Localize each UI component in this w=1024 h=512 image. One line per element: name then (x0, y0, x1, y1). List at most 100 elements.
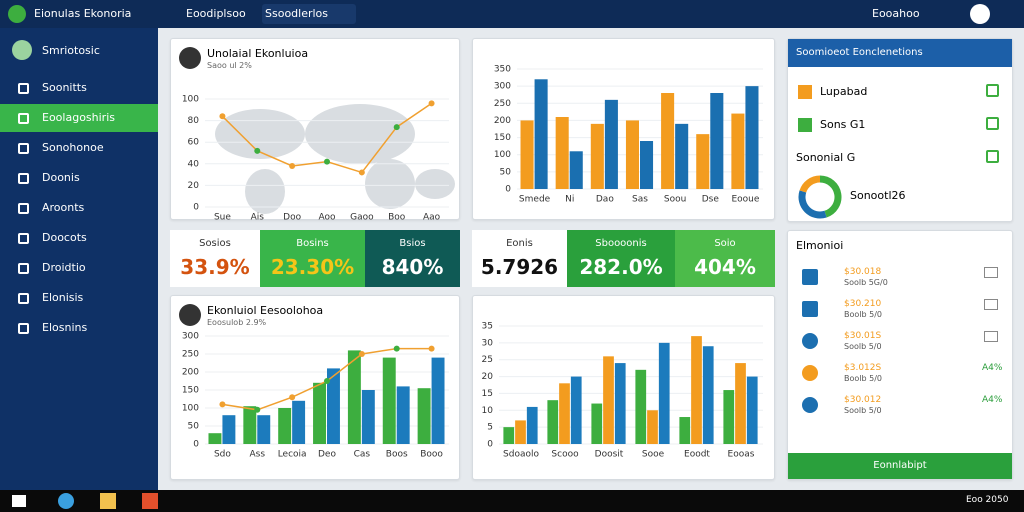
item-action[interactable] (986, 84, 999, 97)
bar (257, 415, 271, 444)
kpi-value: 23.30% (270, 255, 355, 279)
app-icon[interactable] (100, 493, 116, 509)
chart: 0 20 40 60 80 100 Sue Ais Doo Aoo Gaoo Boo Aao (182, 95, 455, 222)
x-tick-label: Scooo (551, 450, 579, 460)
avatar[interactable] (970, 4, 990, 24)
bar (735, 363, 746, 444)
app-icon[interactable] (58, 493, 74, 509)
x-tick-label: Sooe (642, 450, 665, 460)
panel-header: Soomioeot Eonclenetions (788, 39, 1012, 67)
chart-subtitle: Eoosulob 2.9% (207, 318, 267, 327)
y-tick-label: 15 (482, 389, 493, 399)
nav-item[interactable]: Aroonts (0, 194, 158, 222)
nav-item[interactable]: Elonisis (0, 284, 158, 312)
bar (396, 386, 410, 444)
bar (431, 357, 445, 444)
nav-item[interactable]: Doocots (0, 224, 158, 252)
bar (547, 400, 559, 444)
x-tick-label: Dse (702, 195, 720, 205)
y-tick-label: 50 (500, 167, 512, 177)
bar (702, 346, 714, 444)
card-icon (179, 47, 201, 69)
user-name[interactable]: Eooahoo (872, 7, 920, 20)
x-tick-label: Eooas (728, 450, 755, 460)
nav-item[interactable]: Droidtio (0, 254, 158, 282)
bar (675, 123, 689, 189)
bar (361, 390, 375, 444)
list-value: $30.012 (844, 395, 882, 405)
app-icon[interactable] (142, 493, 158, 509)
bar (591, 403, 603, 444)
nav-icon (18, 323, 29, 334)
kpi: Soio 404% (675, 230, 775, 287)
panel-item[interactable]: Sononial G (796, 151, 856, 164)
start-icon[interactable] (12, 495, 26, 507)
y-tick-label: 0 (193, 440, 199, 450)
bar (635, 369, 647, 444)
list-tag: A4% (982, 363, 1003, 373)
donut-slice (798, 190, 827, 219)
bar (723, 390, 735, 444)
panel-item[interactable]: Sons G1 (820, 118, 866, 131)
line-point (393, 124, 400, 131)
chart-subtitle: Saoo ul 2% (207, 61, 252, 70)
y-tick-label: 50 (188, 422, 200, 432)
line-point (254, 147, 261, 154)
bar (503, 427, 515, 444)
bar (292, 400, 306, 444)
y-tick-label: 0 (193, 203, 199, 213)
list-title: Elmonioi (796, 239, 844, 252)
kpi-label: Eonis (506, 238, 533, 249)
nav-item[interactable]: Eoolagoshiris (0, 104, 158, 132)
nav-item[interactable]: Elosnins (0, 314, 158, 342)
bar (661, 93, 675, 189)
nav-icon (18, 113, 29, 124)
y-tick-label: 35 (482, 322, 493, 332)
chart-title: Ekonluiol Eesoolohoa (207, 304, 324, 317)
y-tick-label: 30 (482, 338, 494, 348)
line-point (324, 378, 330, 384)
x-tick-label: Lecoia (278, 450, 307, 460)
list-action[interactable] (984, 299, 998, 310)
x-tick-label: Doo (283, 213, 301, 222)
bar (691, 336, 702, 444)
bar (555, 117, 569, 189)
y-tick-label: 250 (494, 99, 511, 109)
list-icon (802, 333, 818, 349)
map-shape (305, 104, 415, 164)
bar (520, 120, 534, 189)
list-value: $30.210 (844, 299, 882, 309)
list-action[interactable] (984, 331, 998, 342)
nav-item[interactable]: Sonohonoe (0, 134, 158, 162)
kpi-value: 5.7926 (480, 255, 559, 279)
list-icon (802, 397, 818, 413)
bar-card: 0 5 10 15 20 25 30 35 Sdoaolo Scooo Doosit Sooe Eood… (472, 295, 775, 480)
bar (222, 415, 236, 444)
list-action[interactable] (984, 267, 998, 278)
nav-item[interactable]: Soonitts (0, 74, 158, 102)
item-action[interactable] (986, 150, 999, 163)
item-action[interactable] (986, 117, 999, 130)
action-button[interactable]: Eonnlabipt (788, 453, 1012, 479)
kpi-value: 404% (694, 255, 756, 279)
x-tick-label: Sdo (214, 450, 231, 460)
x-tick-label: Boo (388, 213, 406, 222)
kpi-label: Bosins (296, 238, 329, 249)
list-panel: Elmonioi $30.018 Soolb 5G/0 $30.210 Boolb 5/… (787, 230, 1013, 480)
nav-item[interactable]: Doonis (0, 164, 158, 192)
bar (382, 357, 396, 444)
search[interactable]: Eoodiplsoo (186, 7, 246, 20)
app-logo (8, 5, 26, 23)
y-tick-label: 80 (188, 116, 200, 126)
chart: 0 50 100 150 200 250 300 350 Smede Ni Dao Sas Soou Ds… (494, 65, 763, 205)
list-sub: Soolb 5/0 (844, 342, 882, 351)
map-shape (415, 169, 455, 199)
filter[interactable]: Ssoodlerlos (262, 4, 356, 24)
map-card: Unolaial Ekonluioa Saoo ul 2% 0 20 40 60 80 100… (170, 38, 460, 222)
x-tick-label: Boos (386, 450, 408, 460)
x-tick-label: Ni (565, 195, 574, 205)
bar (417, 388, 431, 444)
list-value: $30.01S (844, 331, 882, 341)
bar (603, 356, 614, 444)
panel-item[interactable]: Lupabad (820, 85, 868, 98)
